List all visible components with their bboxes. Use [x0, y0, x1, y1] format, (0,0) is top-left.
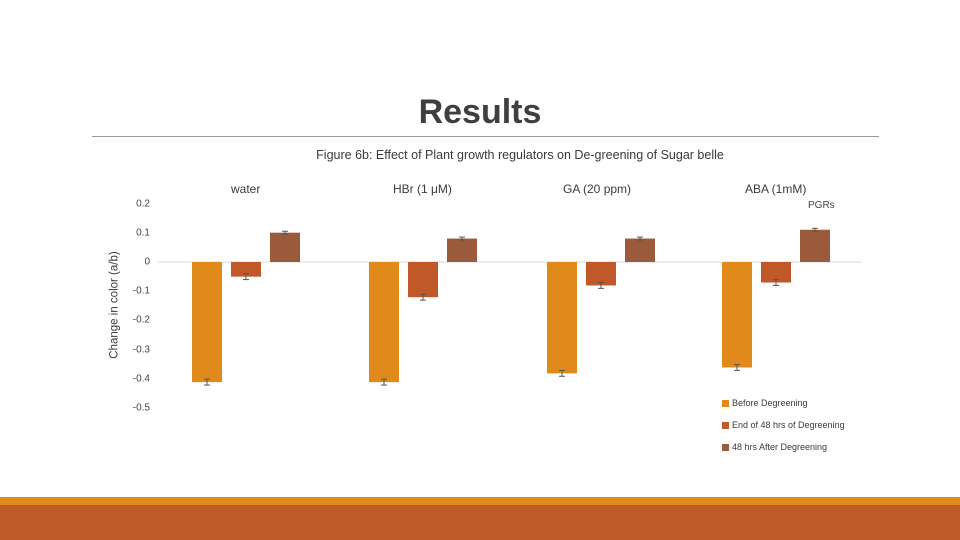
error-bar: [243, 273, 249, 281]
chart-legend: Before Degreening End of 48 hrs of Degre…: [722, 392, 845, 458]
category-label-ga: GA (20 ppm): [563, 182, 632, 196]
bar: [722, 262, 752, 368]
category-label-aba: ABA (1mM): [745, 182, 807, 196]
bar: [625, 238, 655, 262]
error-bar: [773, 279, 779, 286]
legend-swatch: [722, 399, 729, 407]
slide-title: Results: [418, 93, 542, 131]
error-bar: [282, 230, 288, 235]
y-tick-label: -0.1: [132, 285, 150, 297]
legend-swatch: [722, 421, 729, 429]
y-tick-label: 0: [144, 256, 150, 268]
bar: [231, 262, 261, 277]
y-tick-label: -0.5: [132, 402, 150, 414]
category-label-hbr: HBr (1 μM): [393, 182, 452, 196]
bar: [408, 262, 438, 298]
legend-label: End of 48 hrs of Degreening: [732, 420, 845, 430]
legend-label: 48 hrs After Degreening: [732, 442, 828, 452]
legend-item: Before Degreening: [722, 392, 845, 414]
y-tick-label: -0.4: [132, 373, 150, 385]
error-bar: [381, 378, 387, 386]
bar: [192, 262, 222, 383]
error-bar: [559, 369, 565, 377]
y-tick-label: -0.3: [132, 344, 150, 356]
bar: [761, 262, 791, 283]
error-bar: [420, 293, 426, 301]
chart-title: Figure 6b: Effect of Plant growth regula…: [316, 148, 724, 162]
bar: [800, 229, 830, 262]
footer-band: [0, 505, 960, 540]
y-tick-label: 0.1: [136, 227, 150, 239]
bar: [369, 262, 399, 383]
y-tick-label: 0.2: [136, 198, 150, 210]
error-bar: [459, 236, 465, 241]
error-bar: [812, 227, 818, 232]
legend-swatch: [722, 443, 729, 451]
x-axis-title: PGRs: [808, 200, 835, 211]
error-bar: [598, 282, 604, 289]
y-tick-label: -0.2: [132, 314, 150, 326]
error-bar: [637, 236, 643, 241]
bar: [447, 238, 477, 262]
footer-accent-stripe: [0, 497, 960, 505]
error-bar: [734, 364, 740, 371]
bar: [270, 232, 300, 262]
category-label-water: water: [231, 182, 261, 196]
bar: [586, 262, 616, 286]
legend-item: 48 hrs After Degreening: [722, 436, 845, 458]
title-divider: [92, 136, 879, 137]
legend-label: Before Degreening: [732, 398, 808, 408]
legend-item: End of 48 hrs of Degreening: [722, 414, 845, 436]
bar: [547, 262, 577, 374]
error-bar: [204, 378, 210, 386]
